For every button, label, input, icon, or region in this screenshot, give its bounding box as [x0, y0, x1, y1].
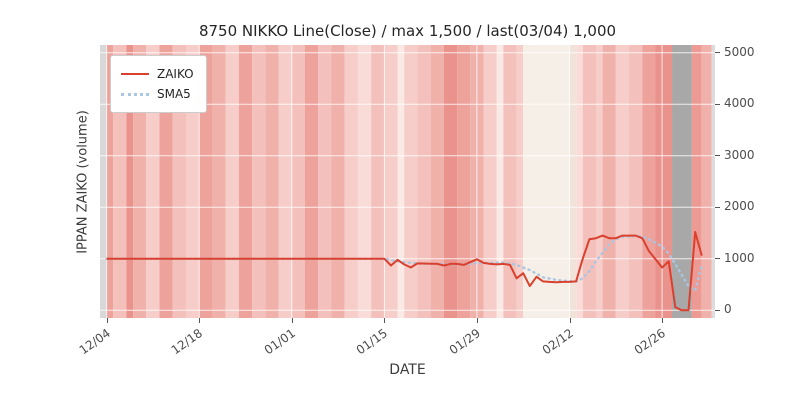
- background-bands: [100, 45, 715, 318]
- y-tick: [715, 103, 720, 105]
- y-tick-label: 0: [724, 302, 732, 317]
- y-tick-label: 5000: [724, 44, 755, 59]
- chart-title: 8750 NIKKO Line(Close) / max 1,500 / las…: [198, 22, 617, 40]
- legend-item-zaiko: ZAIKO: [121, 64, 194, 84]
- legend-label-zaiko: ZAIKO: [157, 67, 194, 81]
- x-tick: [662, 318, 664, 323]
- x-tick: [291, 318, 293, 323]
- y-tick-label: 2000: [724, 199, 755, 214]
- y-tick: [715, 309, 720, 311]
- plot-canvas: [100, 45, 715, 318]
- y-tick-label: 3000: [724, 147, 755, 162]
- plot-area: [100, 45, 715, 318]
- legend-label-sma5: SMA5: [157, 87, 191, 101]
- legend: ZAIKO SMA5: [110, 55, 207, 113]
- sma5-line-icon: [121, 92, 149, 96]
- zaiko-line: [106, 231, 703, 312]
- x-tick: [569, 318, 571, 323]
- y-tick: [715, 258, 720, 260]
- y-axis-label: IPPAN ZAIKO (volume): [75, 110, 91, 254]
- y-tick-label: 4000: [724, 96, 755, 111]
- x-tick: [199, 318, 201, 323]
- x-tick: [106, 318, 108, 323]
- x-axis-label: DATE: [389, 362, 426, 378]
- x-tick: [476, 318, 478, 323]
- y-tick: [715, 52, 720, 54]
- legend-item-sma5: SMA5: [121, 84, 194, 104]
- y-tick: [715, 155, 720, 157]
- zaiko-line-icon: [121, 73, 149, 75]
- y-tick-label: 1000: [724, 250, 755, 265]
- x-tick: [384, 318, 386, 323]
- y-tick: [715, 206, 720, 208]
